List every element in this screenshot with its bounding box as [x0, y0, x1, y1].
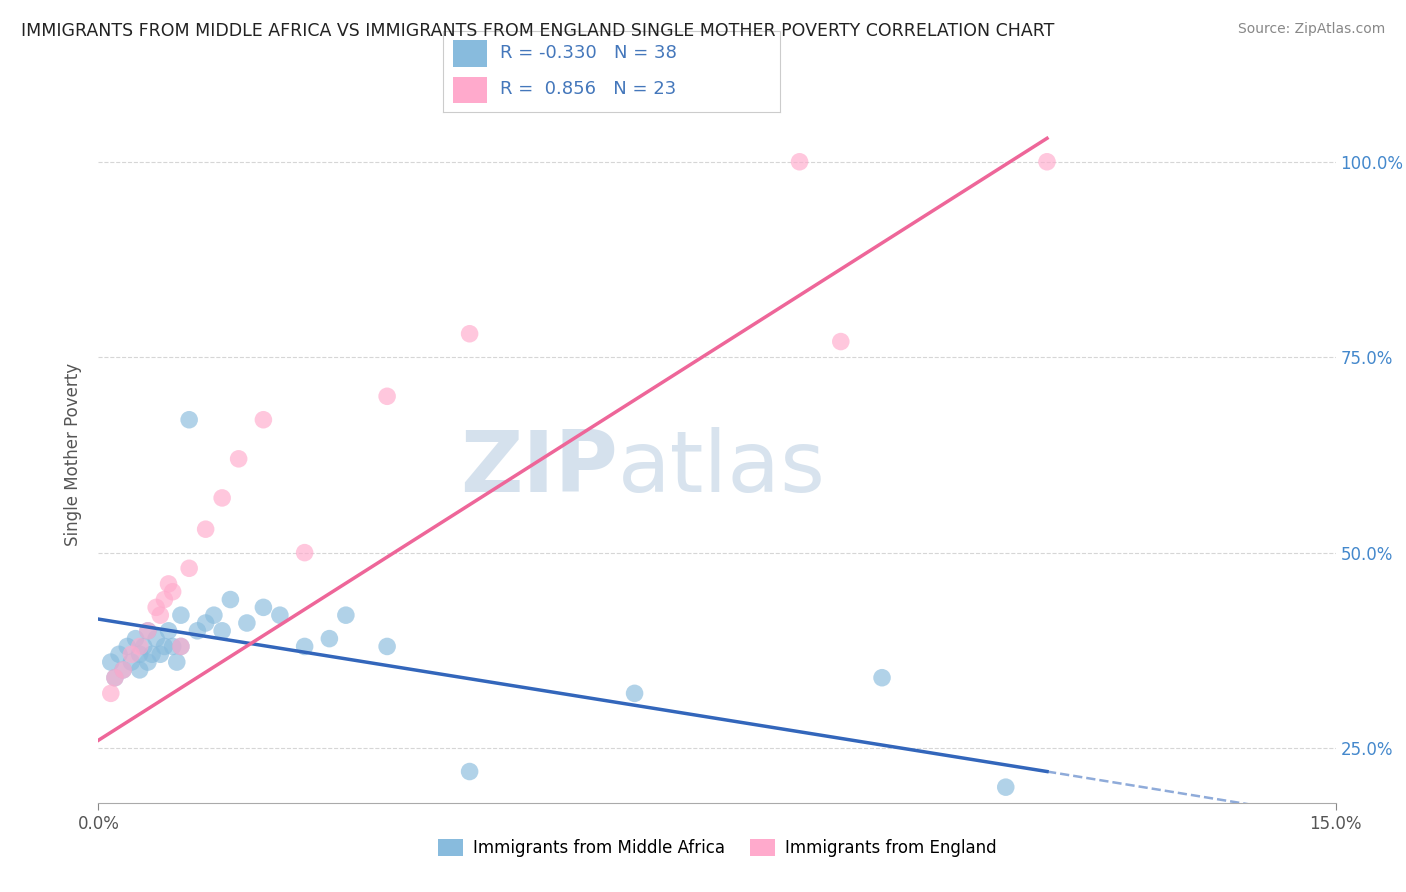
Point	[128, 647, 150, 661]
Point	[830, 334, 852, 349]
Point	[136, 624, 159, 638]
Point	[194, 615, 217, 630]
Point	[375, 640, 398, 654]
Point	[194, 522, 217, 536]
Bar	[453, 40, 486, 67]
Point	[112, 663, 135, 677]
Point	[149, 647, 172, 661]
Point	[149, 608, 172, 623]
Point	[335, 608, 357, 623]
Text: R =  0.856   N = 23: R = 0.856 N = 23	[501, 80, 676, 98]
Point	[318, 632, 340, 646]
Point	[179, 413, 201, 427]
Point	[128, 663, 150, 677]
Point	[117, 640, 139, 654]
Text: IMMIGRANTS FROM MIDDLE AFRICA VS IMMIGRANTS FROM ENGLAND SINGLE MOTHER POVERTY C: IMMIGRANTS FROM MIDDLE AFRICA VS IMMIGRA…	[21, 22, 1054, 40]
Point	[162, 584, 184, 599]
Point	[870, 671, 893, 685]
Point	[166, 655, 188, 669]
Text: R = -0.330   N = 38: R = -0.330 N = 38	[501, 45, 678, 62]
Point	[269, 608, 291, 623]
Point	[128, 640, 150, 654]
Point	[294, 546, 316, 560]
Point	[170, 640, 193, 654]
Point	[132, 640, 155, 654]
Point	[157, 624, 180, 638]
Point	[458, 326, 481, 341]
Point	[294, 640, 316, 654]
Y-axis label: Single Mother Poverty: Single Mother Poverty	[65, 363, 83, 547]
Point	[112, 663, 135, 677]
Point	[170, 640, 193, 654]
Point	[170, 608, 193, 623]
Legend: Immigrants from Middle Africa, Immigrants from England: Immigrants from Middle Africa, Immigrant…	[432, 832, 1002, 864]
Text: Source: ZipAtlas.com: Source: ZipAtlas.com	[1237, 22, 1385, 37]
Point	[789, 154, 811, 169]
Point	[228, 451, 250, 466]
Point	[252, 600, 274, 615]
Point	[623, 686, 645, 700]
Point	[211, 491, 233, 505]
Point	[252, 413, 274, 427]
Point	[136, 655, 159, 669]
Bar	[453, 77, 486, 103]
Text: ZIP: ZIP	[460, 427, 619, 510]
Point	[145, 632, 167, 646]
Point	[100, 655, 122, 669]
Point	[211, 624, 233, 638]
Point	[124, 632, 146, 646]
Point	[100, 686, 122, 700]
Point	[108, 647, 131, 661]
Point	[236, 615, 259, 630]
Point	[104, 671, 127, 685]
Point	[162, 640, 184, 654]
Point	[375, 389, 398, 403]
Point	[1036, 154, 1059, 169]
Point	[186, 624, 208, 638]
Point	[153, 592, 176, 607]
Point	[157, 577, 180, 591]
Point	[120, 647, 142, 661]
Point	[219, 592, 242, 607]
Point	[202, 608, 225, 623]
Point	[104, 671, 127, 685]
Point	[136, 624, 159, 638]
Point	[994, 780, 1017, 794]
Point	[179, 561, 201, 575]
Point	[153, 640, 176, 654]
Text: atlas: atlas	[619, 427, 827, 510]
Point	[120, 655, 142, 669]
Point	[141, 647, 163, 661]
Point	[145, 600, 167, 615]
Point	[458, 764, 481, 779]
